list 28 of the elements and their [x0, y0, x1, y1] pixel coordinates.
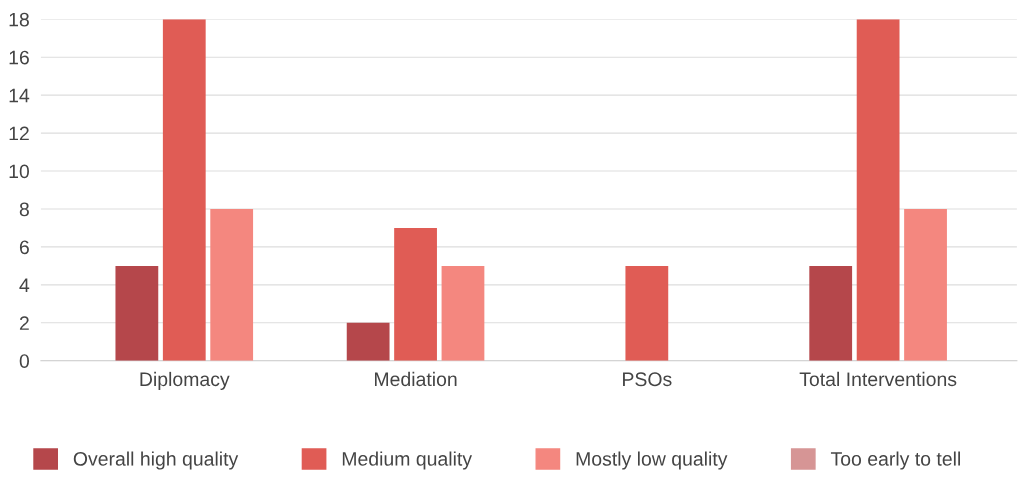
- y-tick-label: 12: [9, 126, 29, 141]
- legend-label: Mostly low quality: [576, 451, 728, 470]
- y-tick-label: 4: [19, 278, 30, 292]
- x-tick-label: Mediation: [375, 371, 457, 387]
- y-tick-label: 2: [19, 316, 29, 330]
- y-tick-label: 8: [19, 202, 29, 217]
- y-tick-label: 10: [9, 164, 30, 179]
- bar: [904, 208, 947, 361]
- legend-label: Overall high quality: [73, 451, 239, 470]
- bar: [441, 265, 485, 361]
- bar: [115, 265, 159, 361]
- bar: [856, 19, 900, 361]
- bar: [394, 227, 437, 361]
- y-tick-label: 6: [19, 240, 29, 255]
- x-tick-label: Total Interventions: [799, 371, 957, 387]
- legend-label: Medium quality: [342, 451, 473, 470]
- bar: [210, 208, 254, 361]
- bar: [809, 265, 853, 361]
- y-tick-label: 18: [9, 12, 29, 27]
- y-tick-label: 14: [9, 88, 30, 103]
- y-tick-label: 0: [19, 354, 30, 368]
- bar: [346, 322, 390, 361]
- x-tick-label: Diplomacy: [140, 371, 230, 390]
- legend-label: Too early to tell: [830, 451, 960, 470]
- bar: [162, 19, 206, 361]
- y-tick-label: 16: [9, 50, 29, 65]
- bar: [625, 265, 669, 361]
- x-tick-label: PSOs: [623, 372, 672, 387]
